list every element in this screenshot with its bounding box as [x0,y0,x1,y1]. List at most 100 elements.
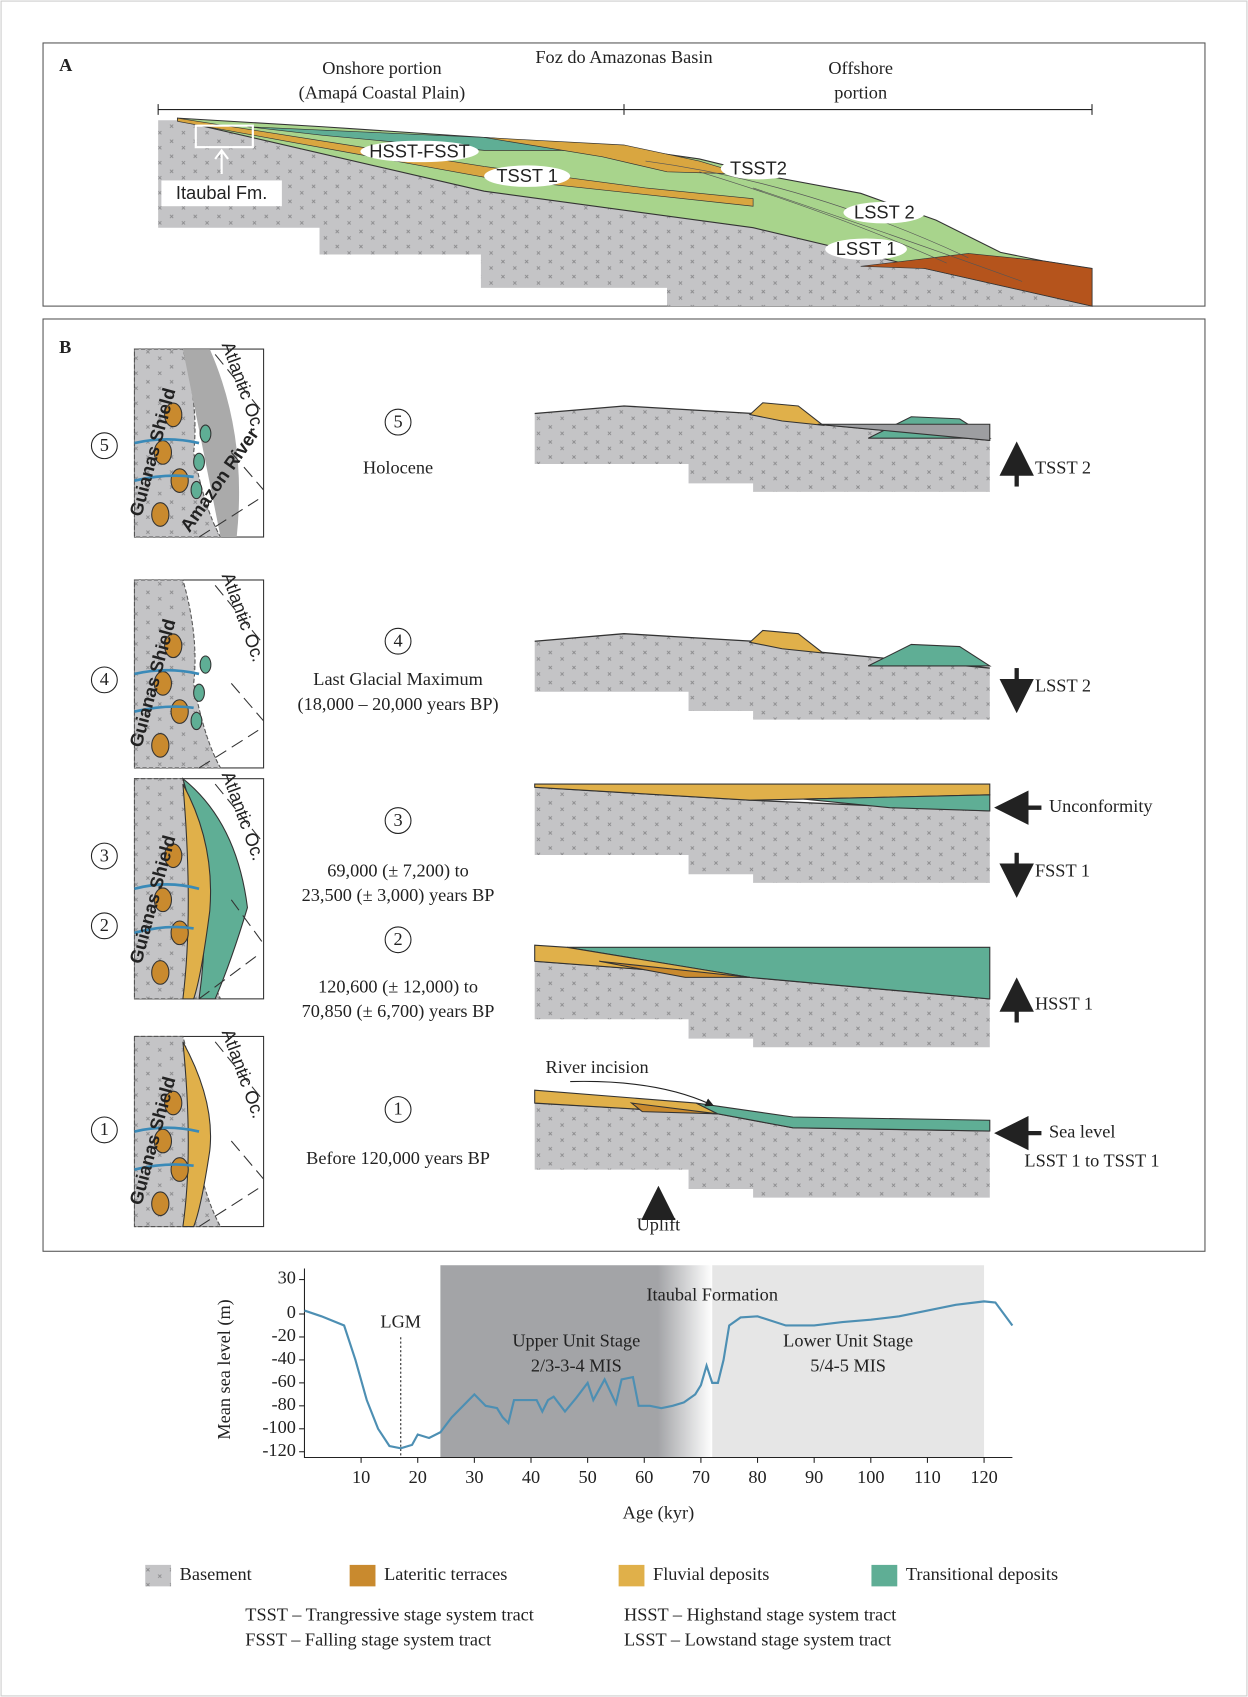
x-tick-label: 50 [578,1467,596,1487]
stage-label: 23,500 (± 3,000) years BP [302,885,495,906]
legend-label: Basement [180,1564,252,1584]
tract-label: HSST-FSST [369,140,470,161]
x-tick-label: 30 [465,1467,483,1487]
x-tick-label: 40 [522,1467,540,1487]
x-tick-label: 90 [805,1467,823,1487]
laterite [171,469,188,493]
stage-label: Last Glacial Maximum [313,669,483,689]
islet [191,712,202,729]
panel-letter: B [59,337,71,357]
x-tick-label: 70 [692,1467,710,1487]
legend-swatch [871,1565,897,1586]
region-label: Offshore [828,58,893,78]
stage-label: 70,850 (± 6,700) years BP [302,1001,495,1022]
abbreviation: FSST – Falling stage system tract [245,1629,491,1649]
tract-label: LSST 2 [1035,676,1091,696]
formation-label: Itaubal Fm. [176,182,267,203]
legend-label: Fluvial deposits [653,1564,769,1584]
tract-label: LSST 1 to TSST 1 [1024,1150,1159,1170]
y-tick-label: 0 [287,1302,296,1322]
tract-label: LSST 1 [836,238,897,259]
tract-label: TSST 2 [1035,458,1091,478]
sea-level-chart: Upper Unit Stage 2/3-3-4 MIS Lower Unit St… [214,1265,1012,1523]
y-tick-label: 30 [278,1268,296,1288]
tract-label: TSST 1 [496,165,558,186]
page: A B Foz do Amazonas Basin Onshore portio… [0,0,1248,1697]
laterite [171,921,188,945]
y-tick-label: -120 [262,1440,296,1460]
islet [200,656,211,673]
abbreviation: HSST – Highstand stage system tract [624,1605,896,1625]
tract-label: LSST 2 [854,202,915,223]
y-tick-label: -80 [271,1394,295,1414]
panel-title: Foz do Amazonas Basin [535,47,712,67]
y-tick-label: -60 [271,1371,295,1391]
region-label: 2/3-3-4 MIS [531,1355,622,1375]
tract-label: FSST 1 [1035,860,1090,880]
laterite [152,734,169,758]
legend-swatch [619,1565,645,1586]
tract-label: HSST 1 [1035,994,1093,1014]
stage-label: (18,000 – 20,000 years BP) [298,694,499,715]
legend: Basement Lateritic terraces Fluvial depo… [145,1564,1058,1650]
scale-bar [158,104,1092,115]
stage-number: 4 [100,669,109,689]
islet [200,425,211,442]
abbreviation: TSST – Trangressive stage system tract [245,1605,534,1625]
figure: A B Foz do Amazonas Basin Onshore portio… [0,0,1248,1697]
laterite [152,1192,169,1216]
panel-letter: A [59,55,73,75]
section-a: Foz do Amazonas Basin Onshore portion (A… [158,47,1092,306]
stage-label: Before 120,000 years BP [306,1148,490,1168]
x-tick-label: 60 [635,1467,653,1487]
region-label: portion [834,83,887,103]
stage-number: 1 [393,1099,402,1119]
stage-number: 2 [393,929,402,949]
region-label: Onshore portion [322,58,441,78]
stage-number: 3 [393,810,402,830]
annotation: River incision [546,1057,649,1077]
laterite [171,1158,188,1182]
abbreviation: LSST – Lowstand stage system tract [624,1629,891,1649]
stage-number: 2 [100,915,109,935]
deposit [868,644,990,665]
x-tick-label: 20 [409,1467,427,1487]
legend-label: Lateritic terraces [384,1564,507,1584]
stage-number: 4 [393,630,402,650]
tract-label: TSST2 [730,158,787,179]
region-label: Upper Unit Stage [512,1331,640,1351]
stage-label: 120,600 (± 12,000) to [318,976,478,997]
annotation: Unconformity [1049,796,1153,816]
laterite [171,700,188,724]
marker-label: LGM [380,1311,421,1331]
laterite [152,961,169,985]
stage-label: 69,000 (± 7,200) to [327,860,469,881]
annotation: Sea level [1049,1121,1115,1141]
stage-number: 3 [100,845,109,865]
stage-label: Holocene [363,458,433,478]
stage-number: 1 [100,1119,109,1139]
laterite [152,503,169,527]
stage-number: 5 [100,435,109,455]
region-label: Lower Unit Stage [783,1331,913,1351]
stage-number: 5 [393,411,402,431]
y-tick-label: -20 [271,1325,295,1345]
y-axis-title: Mean sea level (m) [214,1299,235,1439]
x-tick-label: 110 [914,1467,941,1487]
legend-swatch [145,1565,171,1586]
x-axis-title: Age (kyr) [623,1503,695,1524]
islet [194,684,205,701]
region-label: 5/4-5 MIS [810,1355,886,1375]
region-label: (Amapá Coastal Plain) [299,83,466,104]
x-tick-label: 120 [970,1467,997,1487]
y-tick-label: -100 [262,1417,296,1437]
legend-label: Transitional deposits [906,1564,1058,1584]
annotation: Uplift [637,1215,681,1235]
x-tick-label: 80 [748,1467,766,1487]
islet [194,453,205,470]
span-label: Itaubal Formation [646,1285,778,1305]
legend-swatch [350,1565,376,1586]
x-tick-label: 10 [352,1467,370,1487]
x-tick-label: 100 [857,1467,884,1487]
y-tick-label: -40 [271,1348,295,1368]
